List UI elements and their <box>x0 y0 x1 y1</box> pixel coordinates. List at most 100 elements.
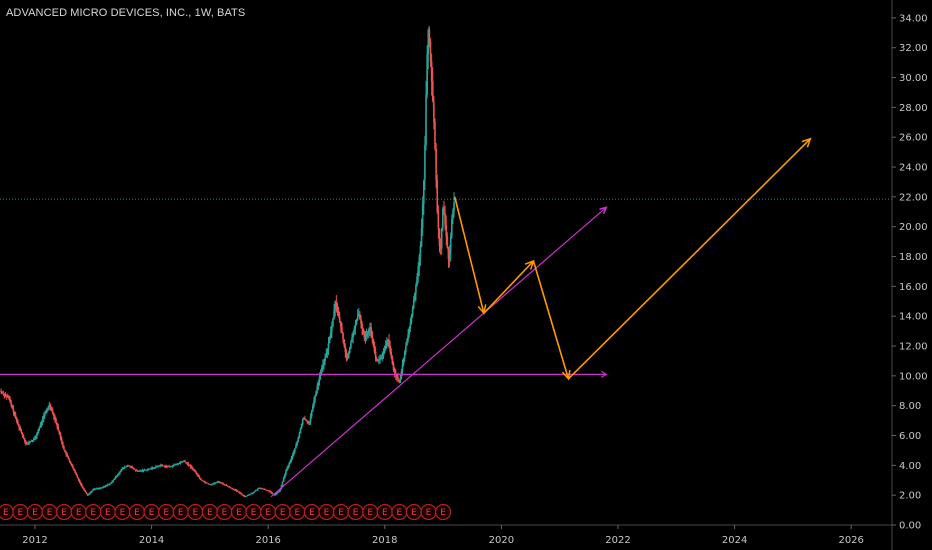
y-tick-label: 0.00 <box>899 521 921 532</box>
candle-body <box>308 421 311 423</box>
candle-body <box>333 309 335 319</box>
candle-body <box>291 454 294 458</box>
candle-body <box>225 485 228 486</box>
candle-body <box>190 466 193 468</box>
candle-body <box>81 484 83 487</box>
candle-body <box>64 449 66 453</box>
candle-body <box>383 349 386 353</box>
candle-body <box>436 180 439 212</box>
earnings-marker <box>434 503 452 521</box>
candle-body <box>39 424 42 428</box>
candle-body <box>301 419 304 425</box>
candle-body <box>303 418 305 420</box>
candle-body <box>234 489 237 491</box>
earnings-marker-label: E <box>3 508 9 518</box>
candle-body <box>120 470 122 472</box>
candle-body <box>116 474 119 476</box>
candle-body <box>306 420 308 422</box>
candle-body <box>102 487 104 488</box>
candle-body <box>213 483 215 485</box>
earnings-marker-label: E <box>90 508 96 518</box>
candle-body <box>11 405 14 409</box>
candle-body <box>299 428 302 434</box>
candle-body <box>357 314 360 317</box>
candle-body <box>296 442 298 446</box>
candle-body <box>242 494 245 496</box>
candle-body <box>26 443 28 445</box>
candle-body <box>91 490 93 492</box>
candle-body <box>255 489 258 491</box>
candle-body <box>57 426 60 431</box>
candle-body <box>55 419 57 423</box>
candle-body <box>331 325 333 332</box>
candle-body <box>199 478 202 480</box>
candle-body <box>10 402 13 406</box>
candle-body <box>435 148 437 181</box>
candle-body <box>133 468 136 470</box>
candle-body <box>305 419 307 421</box>
candle-body <box>262 488 265 490</box>
candle-body <box>424 144 426 181</box>
x-tick-label: 2026 <box>838 535 863 546</box>
candle-body <box>363 333 366 339</box>
candle-body <box>128 465 130 467</box>
y-tick-label: 30.00 <box>899 73 928 84</box>
candle-body <box>130 466 132 468</box>
candle-body <box>131 467 134 469</box>
candle-body <box>327 343 330 349</box>
candle-body <box>433 101 435 122</box>
candle-body <box>221 482 223 484</box>
candle-body <box>429 41 432 62</box>
candle-body <box>375 358 378 361</box>
candle-body <box>386 341 388 346</box>
earnings-marker-label: E <box>105 508 111 518</box>
candle-body <box>365 333 368 337</box>
candle-body <box>124 466 127 468</box>
y-tick-label: 18.00 <box>899 252 928 263</box>
x-axis-labels: 2012 2014 2016 2018 2020 2022 2024 2026 <box>22 525 864 546</box>
candle-body <box>300 424 303 429</box>
x-tick-label: 2022 <box>605 535 630 546</box>
candle-body <box>138 470 140 472</box>
candle-body <box>277 492 279 493</box>
candle-body <box>48 404 51 407</box>
candle-body <box>22 435 25 439</box>
candle-body <box>440 228 443 249</box>
candle-body <box>198 476 201 479</box>
earnings-marker-label: E <box>397 508 403 518</box>
candle-body <box>100 487 102 489</box>
projection-segment <box>567 138 811 380</box>
candle-body <box>452 210 454 220</box>
candle-body <box>8 397 10 399</box>
y-tick-label: 32.00 <box>899 43 928 54</box>
candle-body <box>391 357 394 364</box>
candle-body <box>20 430 23 433</box>
candle-body <box>214 482 217 484</box>
candle-body <box>218 481 221 483</box>
trend-line <box>270 206 607 498</box>
candle-body <box>295 445 297 449</box>
candle-body <box>439 246 442 249</box>
earnings-marker-label: E <box>222 508 228 518</box>
candle-body <box>76 475 79 478</box>
x-tick-label: 2020 <box>489 535 514 546</box>
candle-body <box>336 306 339 312</box>
candle-body <box>337 311 340 317</box>
candle-body <box>112 480 115 482</box>
candle-body <box>119 471 121 473</box>
candle-body <box>254 490 257 492</box>
candle-body <box>74 470 76 473</box>
candle-body <box>447 247 450 260</box>
price-line-layer <box>0 25 455 498</box>
candle-body <box>246 495 249 496</box>
candle-body <box>142 470 145 471</box>
projection-segment <box>453 196 485 314</box>
candle-body <box>146 469 148 471</box>
candle-body <box>323 361 325 365</box>
candle-body <box>114 477 117 479</box>
candle-body <box>232 488 235 490</box>
candle-body <box>179 462 182 464</box>
candle-body <box>58 430 61 435</box>
candle-body <box>220 482 222 484</box>
